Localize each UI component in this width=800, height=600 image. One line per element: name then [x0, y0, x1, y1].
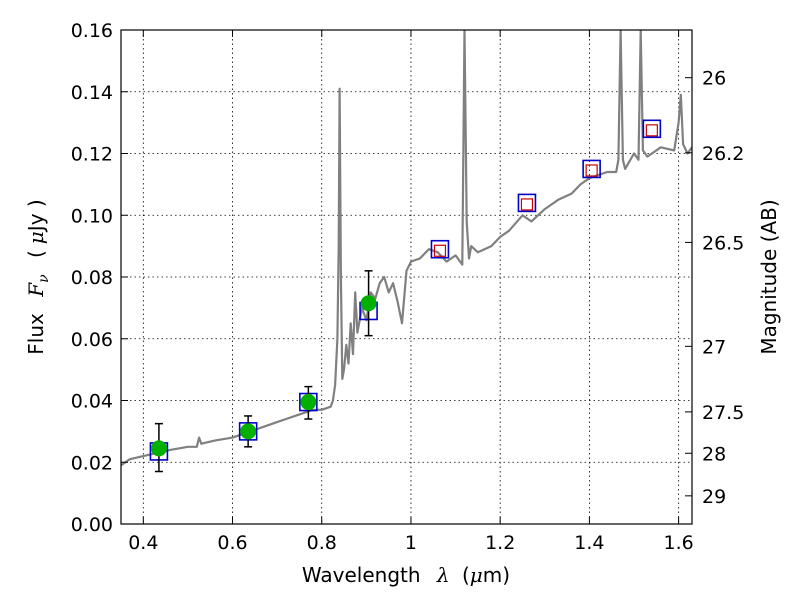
observed-point: [150, 440, 167, 457]
x-axis-title-text: Wavelength: [302, 563, 421, 587]
x-tick-label: 0.6: [217, 532, 247, 554]
observed-point: [240, 423, 257, 440]
nir-predicted-point-square: [433, 244, 447, 257]
nir-predicted-point-square: [645, 124, 658, 137]
nir-model-point-square: [582, 159, 601, 179]
y-tick-label: 0.00: [71, 514, 113, 536]
mag-tick-label: 26: [702, 68, 726, 90]
x-axis-title-unit-close: m): [483, 563, 510, 587]
nir-model-point-square: [642, 119, 662, 139]
model-spectrum-line: [121, 30, 692, 467]
y-axis-title: Flux Fν ( μJy ): [24, 199, 53, 354]
nir-model-point-square: [430, 239, 450, 259]
x-tick-label: 0.4: [128, 532, 158, 554]
x-tick-label: 1.4: [574, 532, 604, 554]
y-axis-title-unit-open: (: [24, 250, 48, 258]
nir-model-point-square: [517, 193, 537, 213]
observed-point: [300, 394, 317, 411]
mag-tick-label: 26.5: [702, 232, 744, 254]
y-tick-label: 0.04: [71, 391, 113, 413]
x-tick-label: 1: [405, 532, 417, 554]
x-axis-title-unit-mu: μ: [470, 563, 483, 587]
x-axis-title: Wavelength λ (μm): [302, 563, 510, 587]
y-tick-label: 0.14: [71, 82, 113, 104]
y-axis-title-text: Flux: [24, 313, 48, 355]
y2-axis-title: Magnitude (AB): [757, 199, 781, 354]
y-axis-title-unit-mu: μ: [24, 231, 48, 244]
x-tick-label: 1.6: [664, 532, 694, 554]
y-tick-label: 0.10: [71, 205, 113, 227]
x-tick-label: 0.8: [307, 532, 337, 554]
observed-point: [360, 295, 377, 312]
y-axis-title-subscript: ν: [36, 274, 52, 283]
x-axis-title-unit-open: (: [462, 563, 470, 587]
mag-tick-label: 29: [702, 486, 726, 508]
y-tick-label: 0.12: [71, 144, 113, 166]
y-tick-label: 0.06: [71, 329, 113, 351]
tick-labels: 0.4 0.6 0.8 1 1.2 1.4 1.6 0.00 0.02 0.04 0.06 0.08 0…: [71, 20, 745, 554]
mag-tick-label: 26.2: [702, 143, 744, 165]
x-axis-title-symbol: λ: [436, 563, 450, 587]
y-tick-label: 0.08: [71, 267, 113, 289]
axis-ticks: [121, 29, 692, 525]
y-axis-title-symbol: F: [24, 282, 48, 298]
mag-tick-label: 27: [702, 336, 726, 358]
series-layer: [121, 30, 692, 473]
y-tick-label: 0.16: [71, 20, 113, 42]
mag-tick-label: 28: [702, 443, 726, 465]
nir-predicted-point-square: [585, 164, 598, 177]
y-axis-title-unit-close: Jy ): [24, 199, 48, 233]
plot-area: [121, 30, 692, 473]
mag-tick-label: 27.5: [702, 402, 744, 424]
nir-predicted-point-square: [520, 198, 534, 211]
y-tick-label: 0.02: [71, 452, 113, 474]
x-tick-label: 1.2: [485, 532, 515, 554]
